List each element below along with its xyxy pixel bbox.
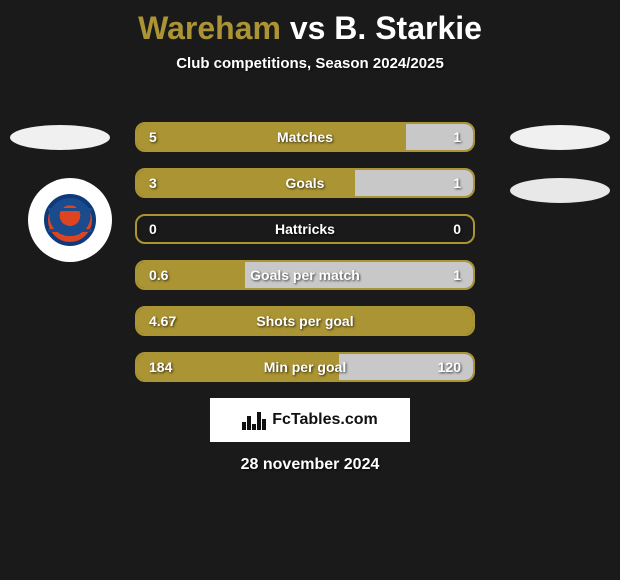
stat-row: 0.61Goals per match	[135, 260, 475, 290]
comparison-title: Wareham vs B. Starkie	[0, 0, 620, 47]
stat-label: Matches	[137, 124, 473, 150]
stat-row: 31Goals	[135, 168, 475, 198]
club-right-placeholder	[510, 178, 610, 203]
comparison-bars: 51Matches 31Goals 00Hattricks 0.61Goals per…	[135, 122, 475, 398]
reading-fc-crest-icon	[44, 194, 96, 246]
title-left-player: Wareham	[138, 10, 281, 46]
stat-row: 51Matches	[135, 122, 475, 152]
stat-row: 00Hattricks	[135, 214, 475, 244]
stat-label: Hattricks	[137, 216, 473, 242]
brand-box[interactable]: FcTables.com	[210, 398, 410, 442]
title-vs: vs	[290, 10, 326, 46]
player-right-placeholder	[510, 125, 610, 150]
barchart-icon	[242, 410, 266, 430]
stat-label: Goals	[137, 170, 473, 196]
snapshot-date: 28 november 2024	[0, 456, 620, 474]
player-left-placeholder	[10, 125, 110, 150]
stat-label: Shots per goal	[137, 308, 473, 334]
stat-label: Min per goal	[137, 354, 473, 380]
subtitle: Club competitions, Season 2024/2025	[0, 55, 620, 72]
stat-label: Goals per match	[137, 262, 473, 288]
club-left-logo	[28, 178, 112, 262]
brand-text: FcTables.com	[272, 411, 378, 429]
stat-row: 4.67Shots per goal	[135, 306, 475, 336]
title-right-player: B. Starkie	[334, 10, 482, 46]
stat-row: 184120Min per goal	[135, 352, 475, 382]
